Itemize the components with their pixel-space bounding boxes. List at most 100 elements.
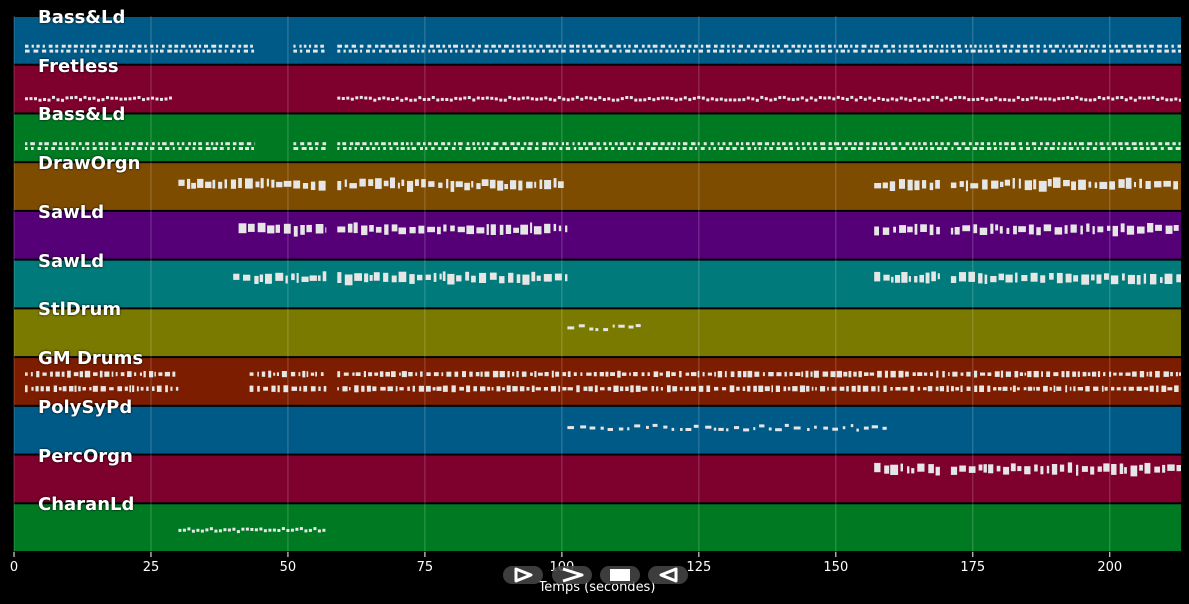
note <box>753 427 756 431</box>
note <box>458 142 463 146</box>
note <box>717 142 720 146</box>
note <box>128 97 132 101</box>
note <box>205 181 212 188</box>
note <box>243 274 251 281</box>
note <box>38 98 42 102</box>
note <box>638 142 643 146</box>
note <box>1178 372 1181 376</box>
note <box>650 147 656 150</box>
note <box>548 147 551 150</box>
note <box>1056 272 1063 284</box>
note <box>953 142 959 146</box>
note <box>1175 372 1178 377</box>
note <box>1061 371 1065 378</box>
note <box>681 49 684 53</box>
note <box>337 49 341 53</box>
note <box>929 224 934 236</box>
note <box>344 179 347 187</box>
note <box>1120 96 1124 99</box>
note <box>407 180 414 192</box>
note <box>701 96 705 100</box>
note <box>820 44 825 48</box>
note <box>946 44 949 48</box>
note <box>771 385 773 393</box>
note <box>1164 273 1173 284</box>
note <box>118 142 122 146</box>
note <box>227 528 231 532</box>
note <box>522 44 526 48</box>
note <box>820 386 826 392</box>
note <box>348 49 352 53</box>
note <box>82 387 86 391</box>
note <box>959 465 966 472</box>
note <box>337 387 339 391</box>
note <box>816 49 819 53</box>
note <box>411 147 416 150</box>
note <box>813 370 819 378</box>
note <box>836 370 842 378</box>
note <box>55 371 60 377</box>
forward-button[interactable] <box>552 566 592 584</box>
note <box>349 183 357 189</box>
note <box>725 147 730 150</box>
note <box>847 49 850 53</box>
note <box>672 386 678 392</box>
note <box>1129 96 1133 100</box>
note <box>912 142 916 146</box>
note <box>954 227 960 235</box>
note <box>469 371 473 377</box>
note <box>421 179 426 188</box>
note <box>432 49 436 53</box>
note <box>909 147 912 150</box>
note <box>139 372 142 376</box>
note <box>315 224 324 234</box>
rewind-button[interactable] <box>648 566 688 584</box>
note <box>944 96 948 100</box>
note <box>132 385 135 392</box>
note <box>1162 464 1166 473</box>
note <box>550 386 556 392</box>
note <box>905 142 910 146</box>
note <box>654 49 658 53</box>
note <box>1143 49 1148 53</box>
note <box>150 147 155 150</box>
note <box>939 49 944 53</box>
note <box>1052 98 1056 102</box>
note <box>1155 371 1160 378</box>
note <box>1054 44 1059 48</box>
note <box>859 142 864 146</box>
note <box>830 371 836 378</box>
stop-button[interactable] <box>600 566 640 584</box>
note <box>259 527 263 531</box>
note <box>245 178 253 189</box>
note <box>35 386 39 392</box>
note <box>374 372 379 376</box>
note <box>1146 142 1149 146</box>
note <box>418 96 422 100</box>
play-button[interactable] <box>503 566 543 584</box>
note <box>893 226 896 233</box>
note <box>1106 142 1109 146</box>
note <box>823 96 827 100</box>
note <box>471 44 475 48</box>
note <box>1134 182 1136 188</box>
note <box>448 44 451 48</box>
note <box>977 49 983 53</box>
note <box>1147 223 1154 233</box>
note <box>254 275 259 284</box>
note <box>246 142 252 146</box>
note <box>243 44 248 48</box>
note <box>181 44 186 48</box>
note <box>391 49 397 53</box>
note <box>117 386 122 392</box>
note <box>473 147 476 150</box>
note <box>1004 49 1007 53</box>
note <box>492 370 499 378</box>
note <box>759 424 765 428</box>
note <box>439 273 442 280</box>
note <box>218 181 223 189</box>
note <box>924 49 928 53</box>
note <box>388 142 391 146</box>
note <box>757 142 763 146</box>
note <box>1136 275 1141 285</box>
